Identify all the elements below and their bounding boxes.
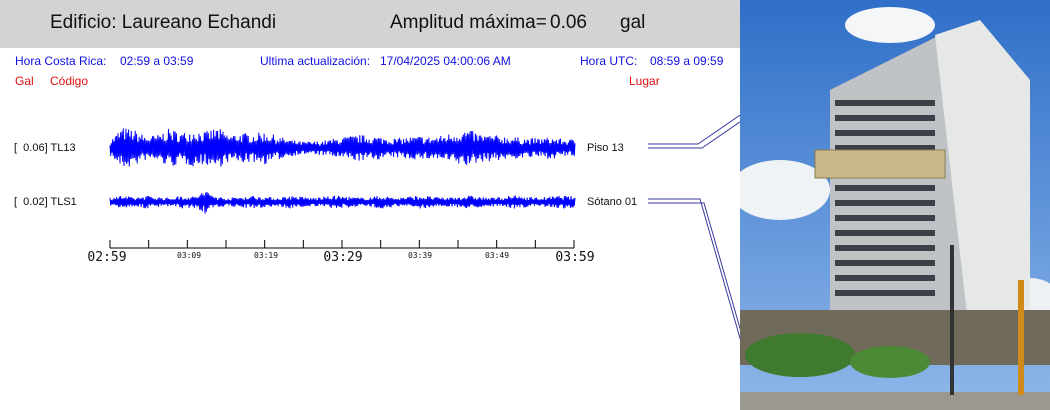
location-piso-13: Piso 13 bbox=[587, 142, 624, 154]
x-tick-label: 03:59 bbox=[555, 250, 595, 265]
update-label: Ultima actualización: bbox=[260, 54, 371, 68]
x-tick-label: 03:49 bbox=[484, 251, 510, 260]
connector-lines bbox=[648, 114, 740, 341]
waveform-tl13 bbox=[109, 128, 576, 167]
utc-label: Hora UTC: bbox=[580, 54, 638, 68]
connector-piso-13-b bbox=[648, 121, 740, 149]
series-label-tl13: [ 0.06] TL13 bbox=[14, 142, 76, 154]
local-time-label: Hora Costa Rica: bbox=[15, 54, 107, 68]
building-photo bbox=[740, 0, 1050, 410]
local-time-range: 02:59 a 03:59 bbox=[120, 54, 194, 68]
amplitude-value: 0.06 bbox=[550, 12, 587, 33]
traffic-pole bbox=[950, 245, 954, 395]
series-label-tls1: [ 0.02] TLS1 bbox=[14, 196, 77, 208]
column-code: Código bbox=[50, 74, 89, 88]
x-tick-label: 03:19 bbox=[253, 251, 279, 260]
building-title: Edificio: Laureano Echandi bbox=[50, 12, 277, 33]
seismograph-chart bbox=[109, 114, 740, 341]
utc-range: 08:59 a 09:59 bbox=[650, 54, 724, 68]
connector-piso-13 bbox=[648, 114, 740, 145]
column-gal: Gal bbox=[15, 74, 34, 88]
amplitude-label: Amplitud máxima= bbox=[390, 12, 547, 33]
amplitude-unit: gal bbox=[620, 12, 646, 33]
waveform-group bbox=[109, 128, 576, 214]
x-tick-label: 03:09 bbox=[176, 251, 202, 260]
x-tick-label: 03:39 bbox=[407, 251, 433, 260]
tick-marks bbox=[109, 240, 575, 248]
connector-sotano-01-b bbox=[648, 202, 740, 331]
connector-sotano-01 bbox=[648, 198, 740, 341]
header-bar: Edificio: Laureano Echandi Amplitud máxi… bbox=[0, 0, 740, 48]
trees bbox=[745, 333, 855, 377]
update-value: 17/04/2025 04:00:06 AM bbox=[380, 54, 511, 68]
column-place: Lugar bbox=[629, 74, 660, 88]
cloud bbox=[740, 160, 830, 220]
location-sotano-01: Sótano 01 bbox=[587, 196, 638, 208]
waveform-tls1 bbox=[109, 191, 576, 214]
x-tick-label: 03:29 bbox=[323, 250, 363, 265]
balcony bbox=[814, 149, 946, 179]
time-axis bbox=[109, 240, 575, 249]
x-tick-label: 02:59 bbox=[87, 250, 127, 265]
cloud bbox=[845, 7, 935, 43]
street bbox=[740, 392, 1050, 410]
